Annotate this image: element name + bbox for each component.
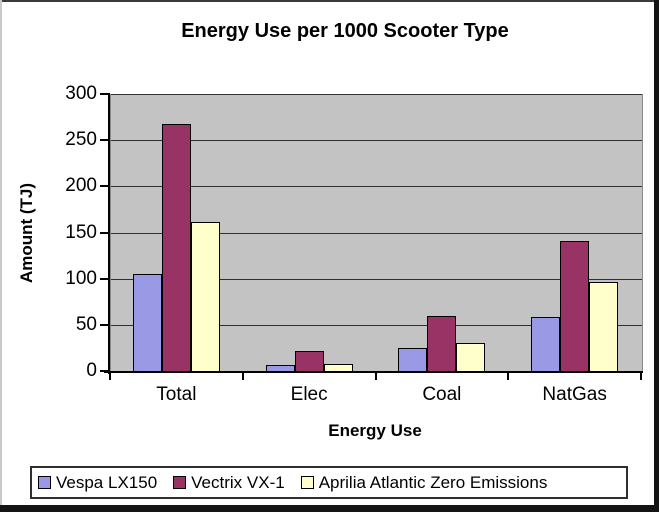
x-tick-mark	[507, 373, 510, 380]
legend-item: Aprilia Atlantic Zero Emissions	[300, 472, 548, 493]
x-category-label-natgas: NatGas	[542, 384, 607, 405]
legend-label: Vectrix VX-1	[191, 472, 285, 492]
x-tick-mark	[109, 373, 111, 380]
legend-swatch-icon	[300, 476, 314, 489]
x-axis-line	[104, 371, 643, 373]
gridline-y-200	[111, 186, 642, 188]
gridline-y-300	[111, 94, 642, 95]
chart-title: Energy Use per 1000 Scooter Type	[181, 20, 509, 42]
legend-item: Vespa LX150	[38, 473, 157, 493]
bar-vectrix-vx-1-total	[161, 123, 191, 372]
gridline-y-100	[111, 278, 642, 280]
bar-vectrix-vx-1-coal	[427, 315, 457, 372]
bar-vespa-lx150-total	[132, 274, 162, 372]
frame-border-right	[654, 0, 659, 512]
gridline-y-50	[111, 324, 642, 326]
y-tick-mark	[100, 277, 109, 280]
x-tick-mark	[374, 373, 377, 380]
x-tick-mark	[640, 373, 642, 380]
bar-aprilia-atlantic-zero-emissions-total	[190, 222, 220, 372]
frame-border-top	[0, 0, 659, 2]
y-tick-mark	[100, 93, 109, 95]
x-category-label-coal: Coal	[422, 384, 462, 405]
legend-swatch-icon	[173, 476, 187, 489]
y-tick-mark	[100, 139, 109, 142]
y-tick-mark	[100, 231, 109, 234]
x-tick-mark	[241, 373, 244, 380]
y-tick-label: 300	[65, 83, 97, 104]
bar-vespa-lx150-coal	[398, 347, 428, 372]
y-tick-label: 50	[75, 313, 97, 335]
y-axis-line	[108, 93, 110, 374]
y-tick-mark	[100, 185, 109, 188]
x-category-label-elec: Elec	[290, 384, 328, 405]
bar-aprilia-atlantic-zero-emissions-natgas	[589, 282, 619, 372]
legend-swatch-icon	[38, 476, 51, 489]
frame-border-bottom	[0, 505, 659, 512]
y-tick-label: 0	[86, 360, 97, 381]
bar-vespa-lx150-natgas	[531, 317, 561, 372]
y-tick-label: 150	[65, 221, 97, 243]
bar-vectrix-vx-1-natgas	[560, 240, 590, 372]
x-axis-title: Energy Use	[328, 421, 422, 440]
y-tick-mark	[100, 370, 109, 372]
y-tick-label: 200	[65, 175, 97, 197]
frame-border-left	[0, 0, 2, 512]
gridline-y-150	[111, 232, 642, 234]
gridline-y-250	[111, 140, 642, 142]
bar-vectrix-vx-1-elec	[294, 350, 324, 372]
legend: Vespa LX150 Vectrix VX-1 Aprilia Atlantic …	[30, 466, 628, 499]
bar-aprilia-atlantic-zero-emissions-coal	[456, 343, 486, 372]
legend-label: Vespa LX150	[56, 472, 158, 492]
x-category-label-total: Total	[156, 384, 197, 405]
legend-item: Vectrix VX-1	[173, 473, 285, 493]
legend-label: Aprilia Atlantic Zero Emissions	[318, 472, 548, 492]
y-tick-mark	[100, 323, 109, 326]
y-tick-label: 100	[65, 267, 97, 289]
y-tick-label: 250	[65, 129, 97, 151]
